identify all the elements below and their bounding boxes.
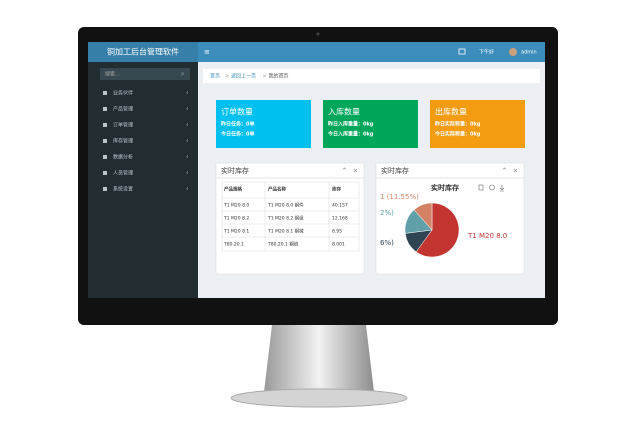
breadcrumb-item[interactable]: 首页	[210, 73, 220, 80]
card-line: 今日任务：0单	[220, 131, 254, 138]
greeting: 下午好	[479, 49, 494, 56]
menu-item[interactable]: 产品管理	[113, 106, 133, 113]
card-line: 昨日任务：0单	[221, 121, 254, 128]
menu-item[interactable]: 业务伙伴	[113, 90, 133, 97]
table-cell: 8.001	[332, 242, 345, 248]
card-line: 昨日实际称重：0kg	[435, 121, 481, 128]
table-cell: T80.20.1	[223, 242, 244, 248]
monitor-base	[230, 388, 408, 408]
table-cell: 8.95	[332, 229, 342, 235]
breadcrumb-separator: >	[225, 74, 229, 80]
menu-arrow: ‹	[186, 122, 188, 129]
breadcrumb-bar	[203, 69, 540, 83]
stat-card	[216, 100, 311, 148]
table-cell: T80.20.1 钢链	[267, 241, 299, 248]
menu-icon	[103, 187, 107, 191]
table-header: 产品规格	[224, 186, 242, 193]
table-frame	[221, 181, 360, 252]
menu-icon	[103, 107, 107, 111]
table-cell: 40.157	[332, 203, 348, 209]
table-panel	[215, 162, 365, 275]
panel-title: 实时库存	[381, 166, 409, 175]
pie-slice[interactable]	[413, 202, 433, 231]
menu-icon	[103, 139, 107, 143]
app-title: 铜加工后台管理软件	[107, 47, 179, 57]
pie-label: T1 M20 8.0	[467, 232, 507, 240]
pie-label: 6%)	[380, 239, 394, 247]
card-line: 今日入库重量：0kg	[327, 131, 374, 138]
table-cell: T1 M20 8.1	[223, 229, 249, 235]
close-button[interactable]: ×	[353, 168, 358, 175]
header-bar	[88, 42, 545, 62]
card-title: 订单数量	[221, 107, 253, 117]
card-title: 入库数量	[328, 107, 360, 117]
table-cell: 12.168	[332, 216, 348, 222]
table-cell: T1 M20 8.1 钢械	[267, 228, 304, 235]
breadcrumb-item: 我的首页	[269, 73, 289, 80]
mail-icon[interactable]	[458, 48, 466, 55]
collapse-button[interactable]: ^	[502, 168, 507, 175]
table-header: 库存	[332, 186, 341, 193]
breadcrumb-separator: >	[263, 74, 267, 80]
table-cell: T1 M20 8.2 钢组	[267, 215, 304, 222]
camera	[316, 32, 320, 36]
pie-slice[interactable]	[415, 202, 460, 258]
menu-arrow: ‹	[186, 186, 188, 193]
menu-item[interactable]: 系统设置	[113, 186, 133, 193]
table-cell: T1 M20 8.0	[223, 203, 249, 209]
search-box[interactable]	[100, 68, 190, 80]
user-name[interactable]: admin	[521, 50, 537, 56]
close-button[interactable]: ×	[513, 168, 518, 175]
toolbox-data-view[interactable]	[478, 184, 484, 191]
card-line: 今日实际称重：0kg	[434, 131, 481, 138]
table-header: 产品名称	[268, 186, 286, 193]
menu-item[interactable]: 数据分析	[113, 154, 133, 161]
logo-area	[88, 42, 198, 62]
search-icon[interactable]: ⌕	[181, 71, 184, 78]
stat-card	[323, 100, 418, 148]
menu-icon	[103, 155, 107, 159]
menu-item[interactable]: 订单管理	[113, 122, 133, 129]
toolbox-restore[interactable]	[489, 184, 495, 191]
card-title: 出库数量	[435, 107, 467, 117]
menu-icon	[103, 91, 107, 95]
menu-arrow: ‹	[186, 170, 188, 177]
menu-item[interactable]: 库存管理	[113, 138, 133, 145]
menu-toggle[interactable]: ≡	[204, 48, 210, 56]
menu-arrow: ‹	[186, 90, 188, 97]
menu-arrow: ‹	[186, 154, 188, 161]
menu-icon	[103, 123, 107, 127]
panel-title: 实时库存	[221, 166, 249, 175]
toolbox-save[interactable]	[499, 185, 505, 192]
breadcrumb-item[interactable]: 返回上一页	[231, 73, 256, 80]
table-cell: T1 M20 8.2	[223, 216, 249, 222]
search-placeholder: 搜索...	[105, 71, 120, 78]
menu-arrow: ‹	[186, 106, 188, 113]
table-cell: T1 M20 8.0 钢件	[267, 202, 304, 209]
monitor-neck	[264, 325, 374, 392]
menu-item[interactable]: 人员管理	[113, 170, 133, 177]
card-line: 昨日入库重量：0kg	[328, 121, 374, 128]
collapse-button[interactable]: ^	[342, 168, 347, 175]
stat-card	[430, 100, 525, 148]
menu-icon	[103, 171, 107, 175]
chart-title: 实时库存	[431, 183, 459, 192]
menu-arrow: ‹	[186, 138, 188, 145]
avatar[interactable]	[509, 48, 517, 56]
pie-label: 1 (11.55%)	[380, 193, 419, 201]
sidebar	[88, 62, 198, 298]
pie-label: 2%)	[380, 209, 394, 217]
